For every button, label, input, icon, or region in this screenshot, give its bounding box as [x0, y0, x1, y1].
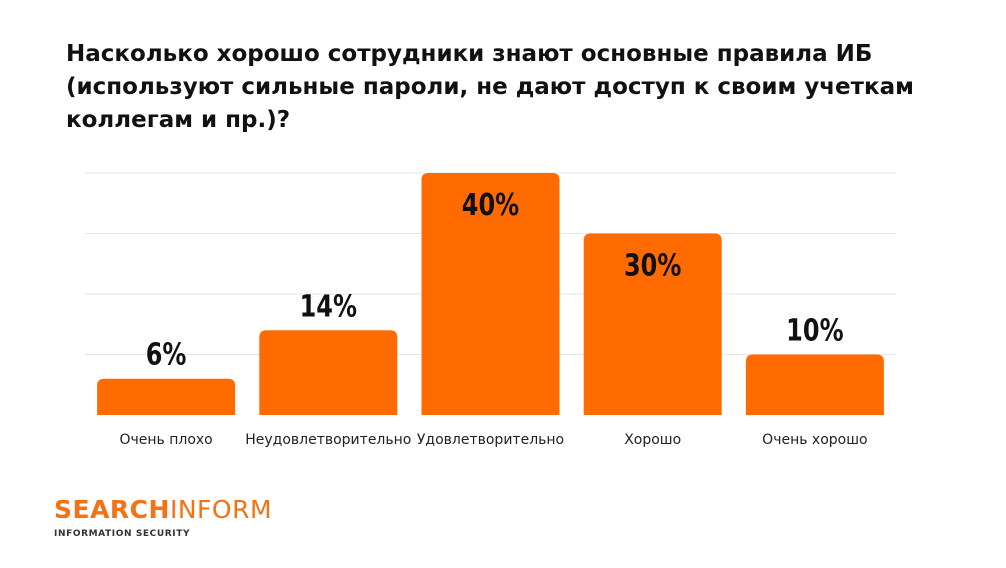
category-label: Очень хорошо [762, 432, 867, 448]
logo-brand-inform: INFORM [169, 495, 273, 524]
category-labels: Очень плохо Неудовлетворительно Удовлетвор… [119, 432, 867, 448]
logo-wordmark: SEARCHINFORM [54, 496, 272, 524]
bar [421, 173, 560, 415]
bar [97, 378, 236, 415]
category-label: Удовлетворительно [417, 432, 564, 448]
data-label: 40% [462, 188, 519, 222]
data-label: 6% [146, 338, 187, 372]
logo-tagline: INFORMATION SECURITY [54, 529, 191, 539]
chart-title: Насколько хорошо сотрудники знают основн… [66, 41, 914, 133]
data-labels: 6% 14% 40% 30% 10% [146, 188, 844, 372]
bar [583, 233, 722, 415]
searchinform-logo: SEARCHINFORM INFORMATION SECURITY [54, 496, 272, 540]
category-label: Очень плохо [119, 432, 212, 448]
bar [745, 354, 884, 415]
data-label: 14% [300, 290, 357, 324]
data-label: 10% [786, 314, 843, 348]
category-label: Хорошо [624, 432, 681, 448]
logo-brand-search: SEARCH [54, 495, 170, 524]
bars [97, 173, 884, 415]
data-label: 30% [624, 249, 681, 283]
category-label: Неудовлетворительно [245, 432, 411, 448]
bar [259, 330, 398, 415]
